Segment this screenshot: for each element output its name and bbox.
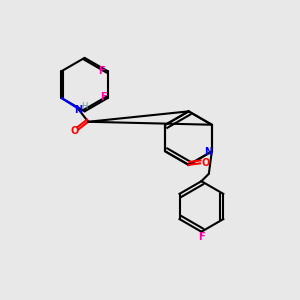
Text: F: F bbox=[98, 66, 105, 76]
Text: O: O bbox=[70, 126, 78, 136]
Text: H: H bbox=[81, 102, 88, 111]
Text: F: F bbox=[100, 92, 106, 101]
Text: N: N bbox=[74, 105, 83, 115]
Text: F: F bbox=[198, 232, 205, 242]
Text: N: N bbox=[204, 147, 212, 157]
Text: O: O bbox=[201, 158, 209, 168]
